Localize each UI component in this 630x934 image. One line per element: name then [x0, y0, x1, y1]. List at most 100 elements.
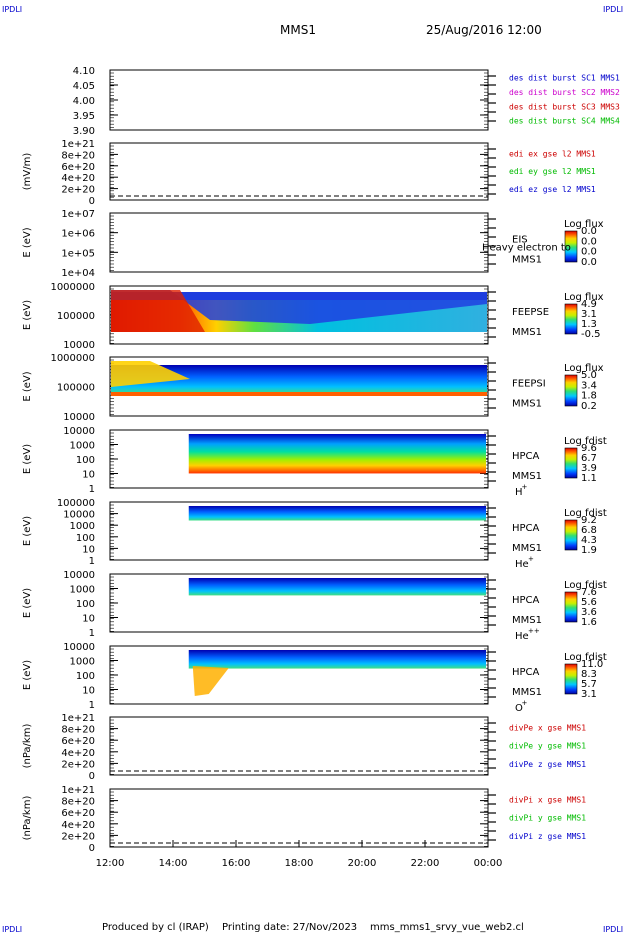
- instrument-label: HPCA: [512, 667, 540, 678]
- header-datetime: 25/Aug/2016 12:00: [426, 23, 542, 37]
- panel-hpca-he2: 10000 1000 100 10 1 E (eV) HPCA MMS1 He ++ Log fdi…: [22, 570, 607, 642]
- y-tick-label: 10000: [63, 642, 95, 653]
- instrument-label: HPCA: [512, 595, 540, 606]
- legend-entry: edi ez gse l2 MMS1: [509, 185, 596, 194]
- colorbar: [564, 303, 578, 335]
- corner-mark-top-right: IPDLI: [603, 5, 623, 14]
- x-tick-label: 14:00: [159, 858, 188, 869]
- y-axis-label: E (eV): [22, 660, 33, 690]
- y-tick-label: 10: [82, 544, 95, 555]
- colorbar-tick-label: 0.2: [581, 401, 597, 412]
- colorbar-tick-label: 5.0: [581, 370, 597, 381]
- y-tick-label: 3.95: [73, 111, 95, 122]
- colorbar-tick-label: 0.0: [581, 247, 597, 258]
- y-tick-label: 8e+20: [61, 150, 95, 161]
- y-tick-label: 8e+20: [61, 797, 95, 808]
- spectrogram: [111, 290, 487, 332]
- panel-feepse: 1000000 100000 10000 E (eV) FEEPSE MMS1 Log fl…: [22, 282, 604, 351]
- y-axis-label: (nPa/km): [22, 796, 33, 841]
- colorbar-tick-label: 9.2: [581, 515, 597, 526]
- y-axis-label: E (eV): [22, 300, 33, 330]
- spectrogram-band: [188, 650, 486, 669]
- y-axis-label: E (eV): [22, 516, 33, 546]
- y-tick-label: 1: [89, 484, 95, 495]
- y-tick-label: 1000: [70, 657, 95, 668]
- spacecraft-label: MMS1: [512, 255, 542, 266]
- spacecraft-label: MMS1: [512, 687, 542, 698]
- panel-hpca-o: 10000 1000 100 10 1 E (eV) HPCA MMS1 O+ Log fdist…: [22, 642, 607, 714]
- panel-feepsi: 1000000 100000 10000 E (eV) FEEPSI MMS1 Log fl…: [22, 353, 604, 423]
- spectrogram-hot: [111, 290, 205, 332]
- legend-entry: des dist burst SC3 MMS3: [509, 102, 620, 111]
- y-tick-label: 2e+20: [61, 831, 95, 842]
- panel-frame: [109, 142, 489, 201]
- spacecraft-label: MMS1: [512, 471, 542, 482]
- y-tick-label: 10000: [63, 412, 95, 423]
- colorbar-tick-label: 3.1: [581, 309, 597, 320]
- y-tick-label: 4e+20: [61, 748, 95, 759]
- corner-mark-bottom-right: IPDLI: [603, 925, 623, 934]
- header-spacecraft: MMS1: [280, 23, 316, 37]
- charge-label: ++: [528, 627, 540, 635]
- x-tick-label: 20:00: [348, 858, 377, 869]
- x-tick-label: 22:00: [411, 858, 440, 869]
- y-axis-label: E (eV): [22, 588, 33, 618]
- colorbar: [564, 519, 578, 551]
- corner-mark-top-left: IPDLI: [2, 5, 22, 14]
- spectrogram: [111, 361, 487, 396]
- legend-entry: des dist burst SC1 MMS1: [509, 74, 620, 83]
- corner-mark-bottom-left: IPDLI: [2, 925, 22, 934]
- charge-label: +: [522, 483, 528, 491]
- legend-entry: divPi y gse MMS1: [509, 814, 586, 823]
- y-tick-label: 4.10: [73, 66, 95, 77]
- y-tick-label: 10: [82, 470, 95, 481]
- instrument-label: HPCA: [512, 451, 540, 462]
- y-tick-label: 4.00: [73, 96, 95, 107]
- y-tick-label: 100000: [57, 383, 95, 394]
- y-tick-label: 4.05: [73, 81, 95, 92]
- spectrogram: [188, 434, 486, 474]
- spectrogram-tail: [192, 666, 229, 696]
- y-tick-label: 1e+21: [61, 713, 95, 724]
- spectrogram: [188, 578, 486, 596]
- colorbar-tick-label: 11.0: [581, 659, 603, 670]
- y-tick-label: 4e+20: [61, 820, 95, 831]
- y-tick-label: 1e+21: [61, 785, 95, 796]
- y-tick-label: 100: [76, 599, 95, 610]
- panel-frame: [109, 788, 489, 848]
- y-tick-label: 1e+21: [61, 139, 95, 150]
- colorbar-tick-label: 0.0: [581, 226, 597, 237]
- colorbar-tick-label: 4.3: [581, 535, 597, 546]
- y-tick-label: 6e+20: [61, 736, 95, 747]
- colorbar-tick-label: 3.6: [581, 607, 597, 618]
- panel-hpca-h: 10000 1000 100 10 1 E (eV) HPCA MMS1 H+ Log fdist…: [22, 426, 607, 498]
- y-tick-label: 2e+20: [61, 185, 95, 196]
- y-tick-label: 0: [89, 771, 95, 782]
- colorbar-tick-label: 9.6: [581, 443, 597, 454]
- colorbar-tick-label: 1.9: [581, 545, 597, 556]
- instrument-label: FEEPSI: [512, 379, 546, 390]
- y-tick-label: 1: [89, 628, 95, 639]
- spacecraft-label: MMS1: [512, 399, 542, 410]
- panel-frame: [109, 212, 489, 273]
- legend-entry: des dist burst SC4 MMS4: [509, 117, 620, 126]
- y-tick-label: 1e+04: [61, 268, 95, 279]
- y-tick-label: 1e+05: [61, 248, 95, 259]
- x-tick-label: 18:00: [285, 858, 314, 869]
- y-tick-label: 0: [89, 843, 95, 854]
- y-tick-label: 10000: [63, 570, 95, 581]
- x-tick-label: 00:00: [474, 858, 503, 869]
- overlay-label: Heavy electron to: [482, 243, 571, 254]
- y-tick-label: 10: [82, 614, 95, 625]
- colorbar-tick-label: 1.3: [581, 319, 597, 330]
- colorbar-tick-label: 5.6: [581, 597, 597, 608]
- y-tick-label: 1000: [70, 441, 95, 452]
- colorbar-tick-label: 3.4: [581, 380, 597, 391]
- y-tick-label: 1e+06: [61, 229, 95, 240]
- legend-entry: divPe y gse MMS1: [509, 742, 586, 751]
- colorbar-title: Log flux: [564, 363, 604, 374]
- y-tick-label: 100000: [57, 311, 95, 322]
